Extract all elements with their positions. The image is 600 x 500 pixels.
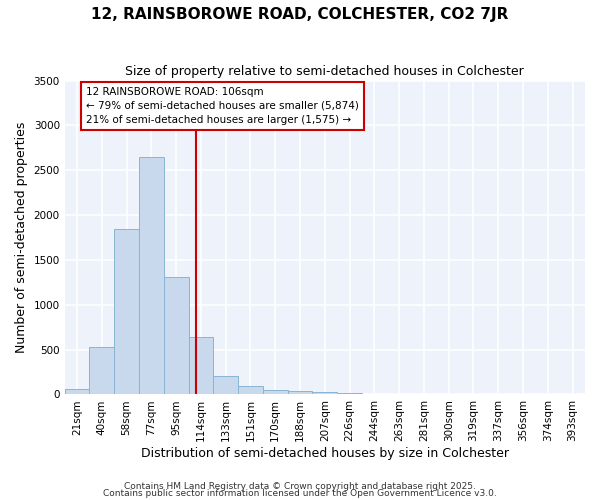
Bar bbox=[287, 391, 313, 394]
Text: Contains HM Land Registry data © Crown copyright and database right 2025.: Contains HM Land Registry data © Crown c… bbox=[124, 482, 476, 491]
Y-axis label: Number of semi-detached properties: Number of semi-detached properties bbox=[15, 122, 28, 353]
Bar bbox=[188, 337, 214, 394]
Bar bbox=[263, 390, 287, 394]
Bar bbox=[114, 230, 139, 394]
Bar bbox=[65, 389, 89, 394]
Title: Size of property relative to semi-detached houses in Colchester: Size of property relative to semi-detach… bbox=[125, 65, 524, 78]
Bar bbox=[337, 392, 362, 394]
Bar bbox=[238, 386, 263, 394]
Bar bbox=[139, 157, 164, 394]
X-axis label: Distribution of semi-detached houses by size in Colchester: Distribution of semi-detached houses by … bbox=[141, 447, 509, 460]
Bar bbox=[214, 376, 238, 394]
Bar bbox=[313, 392, 337, 394]
Text: 12, RAINSBOROWE ROAD, COLCHESTER, CO2 7JR: 12, RAINSBOROWE ROAD, COLCHESTER, CO2 7J… bbox=[91, 8, 509, 22]
Bar bbox=[164, 277, 188, 394]
Text: 12 RAINSBOROWE ROAD: 106sqm
← 79% of semi-detached houses are smaller (5,874)
21: 12 RAINSBOROWE ROAD: 106sqm ← 79% of sem… bbox=[86, 87, 359, 125]
Bar bbox=[89, 347, 114, 395]
Text: Contains public sector information licensed under the Open Government Licence v3: Contains public sector information licen… bbox=[103, 489, 497, 498]
